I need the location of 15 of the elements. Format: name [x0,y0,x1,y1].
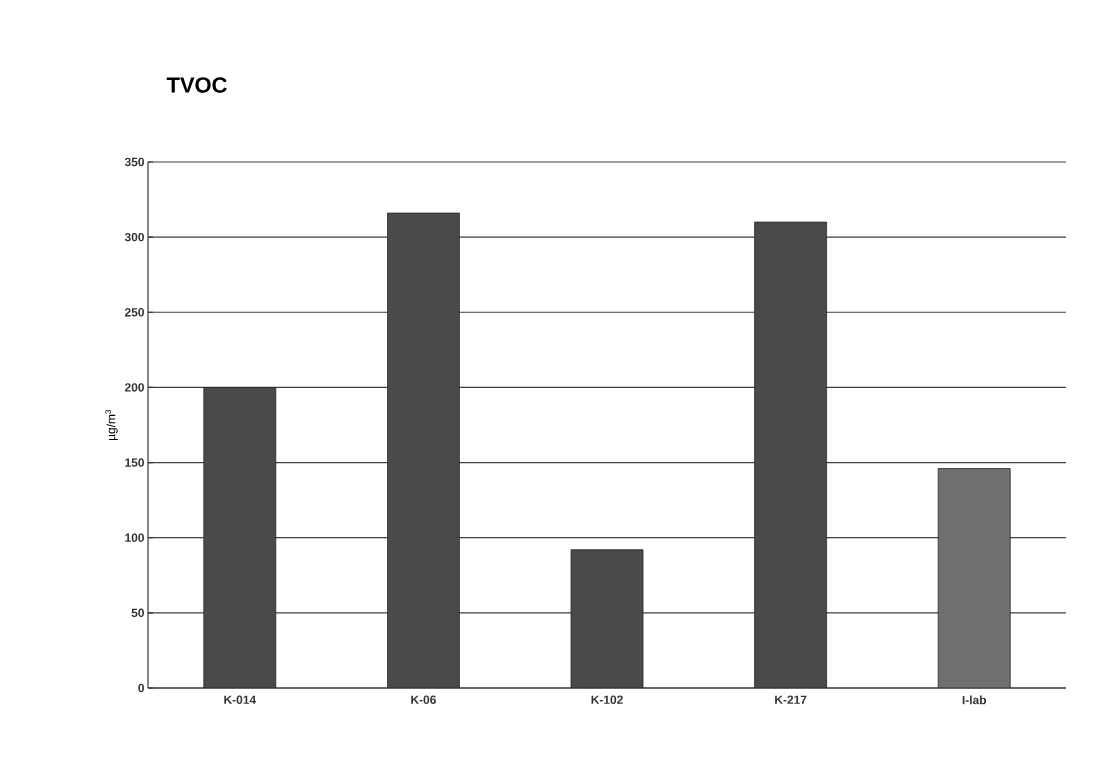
y-tick-label: 150 [125,458,144,467]
y-tick-label: 200 [124,383,144,392]
x-tick-label: I-lab [962,695,987,705]
y-axis-title: µg/m$^{3}$ [105,409,118,441]
y-tick-label: 50 [131,608,144,618]
y-tick-label: 300 [124,232,144,242]
x-tick-label: K-102 [591,695,623,704]
y-tick-label: 100 [125,533,144,542]
x-tick-label: K-06 [411,695,436,704]
chart-title: TVOC [166,77,227,93]
x-tick-label: K-217 [775,695,807,704]
y-tick-label: 250 [124,308,144,317]
x-tick-label: K-014 [224,695,257,704]
y-tick-label: 0 [138,683,144,693]
y-tick-label: 350 [124,157,144,167]
